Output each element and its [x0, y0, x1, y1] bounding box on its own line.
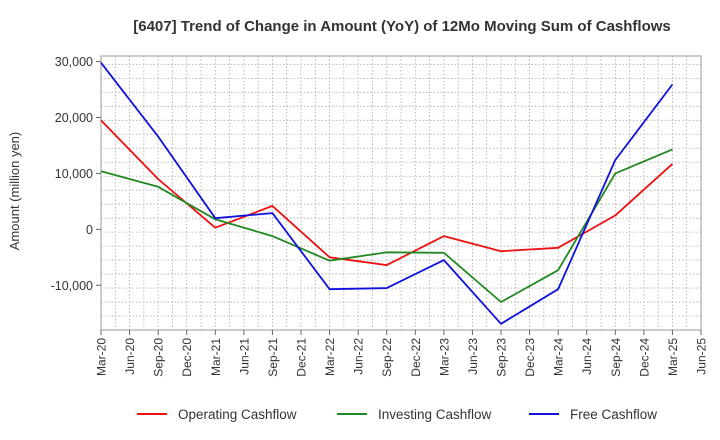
legend: Operating Cashflow Investing Cashflow Free… [137, 407, 657, 422]
x-tick-label: Jun-24 [580, 338, 594, 375]
x-tick-label: Sep-22 [380, 338, 394, 377]
y-axis-ticks: 30,000 20,000 10,000 0 -10,000 [51, 55, 101, 293]
grid [101, 56, 701, 330]
x-tick-label: Dec-21 [295, 338, 309, 377]
x-tick-label: Sep-21 [266, 338, 280, 377]
x-tick-label: Dec-20 [180, 338, 194, 377]
x-axis-ticks: Mar-20 Jun-20 Sep-20 Dec-20 Mar-21 Jun-21 Sep-… [95, 330, 709, 377]
x-tick-label: Mar-22 [323, 338, 337, 376]
x-tick-label: Sep-20 [152, 338, 166, 377]
legend-label: Free Cashflow [570, 407, 657, 422]
x-tick-label: Sep-23 [495, 338, 509, 377]
x-tick-label: Mar-21 [209, 338, 223, 376]
legend-label: Operating Cashflow [178, 407, 297, 422]
x-tick-label: Dec-24 [637, 338, 651, 377]
x-tick-label: Jun-20 [123, 338, 137, 375]
x-tick-label: Dec-23 [523, 338, 537, 377]
legend-label: Investing Cashflow [378, 407, 492, 422]
series-line-investing-cashflow [100, 148, 673, 303]
x-tick-label: Jun-25 [695, 338, 709, 375]
y-tick-label: 0 [86, 223, 93, 237]
x-tick-label: Jun-23 [466, 338, 480, 375]
x-tick-label: Mar-24 [552, 338, 566, 376]
y-axis-label: Amount (million yen) [7, 132, 22, 251]
x-tick-label: Jun-22 [352, 338, 366, 375]
plot-area [100, 55, 702, 331]
y-tick-label: 20,000 [55, 111, 93, 125]
x-tick-label: Mar-23 [437, 338, 451, 376]
x-tick-label: Jun-21 [237, 338, 251, 375]
x-tick-label: Dec-22 [409, 338, 423, 377]
y-tick-label: 10,000 [55, 167, 93, 181]
series-line-free-cashflow [100, 62, 674, 325]
y-tick-label: -10,000 [51, 279, 93, 293]
y-tick-label: 30,000 [55, 55, 93, 69]
x-tick-label: Mar-20 [95, 338, 109, 376]
chart-title: [6407] Trend of Change in Amount (YoY) o… [133, 18, 671, 35]
x-tick-label: Mar-25 [666, 338, 680, 376]
x-tick-label: Sep-24 [609, 338, 623, 377]
series-lines [100, 62, 674, 325]
